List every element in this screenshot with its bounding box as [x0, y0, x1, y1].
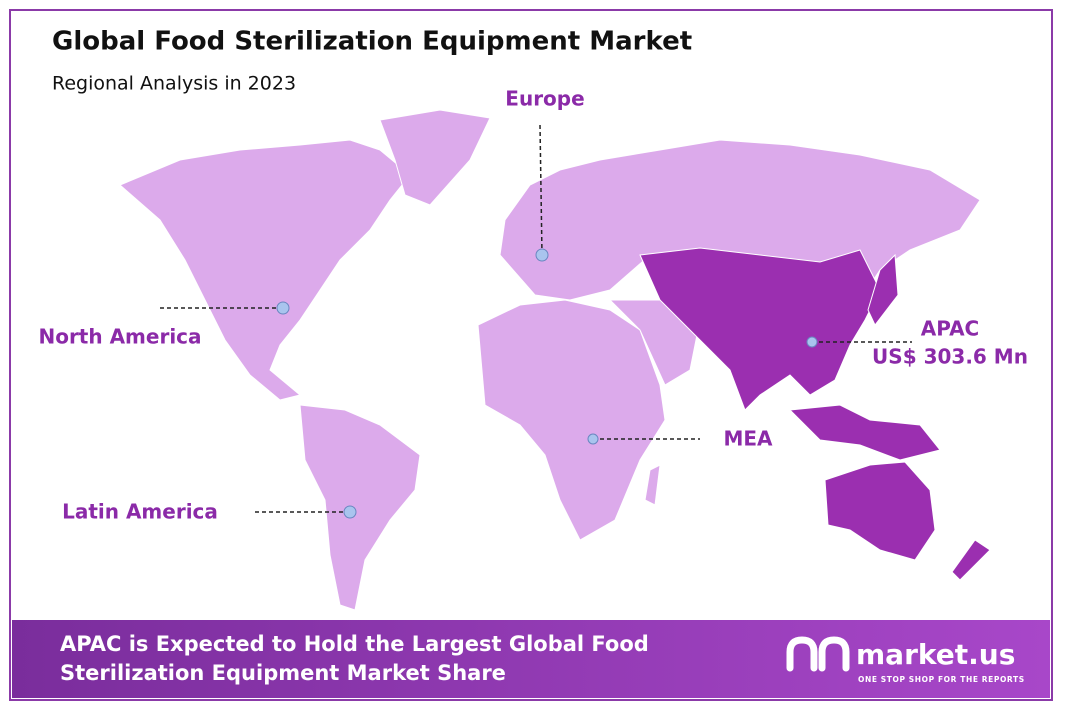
title: Global Food Sterilization Equipment Mark… [52, 27, 692, 57]
apac-region [639, 247, 991, 581]
north-america-marker [276, 301, 290, 315]
region-label: North America [38, 325, 201, 349]
europe-leader [539, 124, 543, 256]
region-value: US$ 303.6 Mn [872, 345, 1028, 369]
australia [824, 461, 936, 561]
new-zealand [951, 539, 991, 581]
region-label: APAC [921, 317, 979, 341]
japan [867, 253, 899, 326]
south-america [299, 404, 421, 611]
greenland [379, 109, 491, 206]
region-label: MEA [723, 427, 773, 451]
region-label: Europe [505, 87, 584, 111]
madagascar [644, 464, 661, 506]
asia [639, 247, 881, 411]
se-asia [788, 404, 941, 461]
logo-icon [786, 636, 850, 672]
region-label: Latin America [62, 500, 218, 524]
latin-america-marker [343, 505, 357, 519]
subtitle: Regional Analysis in 2023 [52, 73, 296, 95]
logo-name: market.us [856, 638, 1015, 671]
europe-marker [535, 248, 549, 262]
apac-marker [806, 336, 818, 348]
logo: market.us ONE STOP SHOP FOR THE REPORTS [786, 636, 1025, 684]
footer-text: Sterilization Equipment Market Share [60, 661, 506, 685]
callouts [160, 124, 912, 513]
markers [276, 248, 818, 519]
footer-text: APAC is Expected to Hold the Largest Glo… [60, 632, 649, 656]
footer-band [12, 620, 1050, 698]
north-america [119, 139, 411, 401]
mea-marker [587, 433, 599, 445]
africa [477, 299, 666, 541]
logo-tagline: ONE STOP SHOP FOR THE REPORTS [858, 675, 1025, 684]
